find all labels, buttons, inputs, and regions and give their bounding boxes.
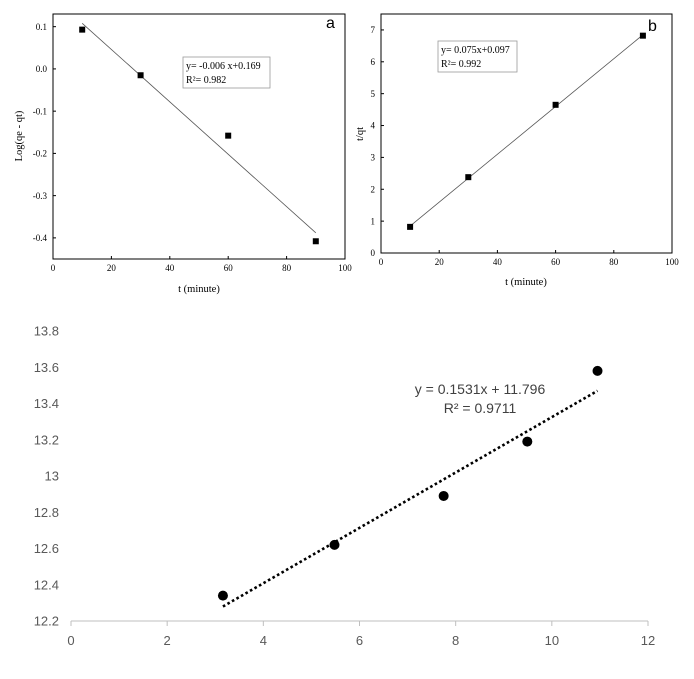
chart-a-trendline-group (81, 22, 317, 234)
chart-a-x-tick-label: 100 (338, 263, 352, 273)
chart-b-y-tick-label: 1 (371, 216, 376, 226)
chart-b-y-tick-label: 5 (371, 89, 376, 99)
chart-c-points (217, 365, 603, 601)
chart-a-point (137, 72, 144, 79)
chart-c-x-tick-label: 12 (641, 633, 655, 648)
chart-c: 12.2 12.4 12.6 12.8 13 13.2 13.4 13.6 13.8 0 2 4 6 8… (34, 324, 656, 648)
chart-b-point (639, 32, 646, 39)
chart-a-y-tick-label: -0.2 (33, 149, 47, 159)
chart-c-x-ticks: 0 2 4 6 8 10 12 (67, 621, 655, 648)
chart-a-x-tick-label: 80 (282, 263, 292, 273)
chart-b-frame (380, 13, 673, 254)
chart-c-y-ticks: 12.2 12.4 12.6 12.8 13 13.2 13.4 13.6 13.8 (34, 324, 59, 629)
chart-a-x-tick-label: 40 (165, 263, 175, 273)
chart-b-y-tick-label: 2 (371, 184, 376, 194)
chart-b-y-tick-label: 0 (371, 248, 376, 258)
chart-b-x-tick-label: 60 (551, 257, 561, 267)
chart-c-y-tick-label: 13.6 (34, 360, 59, 375)
chart-b-point (552, 101, 559, 108)
chart-b-y-tick-label: 6 (371, 57, 376, 67)
chart-a-point (312, 238, 319, 245)
chart-a-r2: R²= 0.982 (186, 75, 226, 86)
chart-b-x-axis-label: t (minute) (505, 277, 547, 288)
chart-a-trendline (81, 22, 317, 234)
chart-a-y-axis-label: Log(qe - qt) (14, 110, 25, 161)
chart-c-x-tick-label: 4 (260, 633, 267, 648)
chart-a-y-tick-label: 0.0 (36, 64, 48, 74)
chart-b-y-tick-label: 3 (371, 153, 376, 163)
chart-a-y-tick-label: 0.1 (36, 22, 47, 32)
chart-b-y-tick-label: 4 (371, 121, 376, 131)
chart-a-points (79, 26, 319, 245)
chart-a-x-tick-label: 0 (51, 263, 56, 273)
chart-b-trendline (409, 34, 644, 227)
chart-c-y-tick-label: 12.4 (34, 577, 59, 592)
chart-a-y-tick-label: -0.4 (33, 233, 48, 243)
chart-c-x-tick-label: 6 (356, 633, 363, 648)
chart-c-y-tick-label: 13 (45, 469, 59, 484)
chart-b-equation-box (437, 40, 518, 73)
chart-b-y-ticks: 0 1 2 3 4 5 6 7 (371, 25, 384, 258)
chart-b-point (465, 174, 472, 181)
chart-c-point (329, 539, 340, 550)
chart-a-equation-box (182, 56, 271, 89)
chart-c-x-tick-label: 10 (545, 633, 559, 648)
chart-c-x-tick-label: 2 (164, 633, 171, 648)
chart-b-panel-label: b (648, 18, 657, 35)
chart-b-points (407, 32, 646, 230)
chart-a-x-tick-label: 60 (224, 263, 234, 273)
chart-a-frame (52, 13, 346, 260)
chart-c-equation: y = 0.1531x + 11.796 (415, 381, 546, 397)
chart-b-r2: R²= 0.992 (441, 59, 481, 70)
chart-b-x-tick-label: 20 (435, 257, 445, 267)
chart-c-y-tick-label: 12.2 (34, 614, 59, 629)
chart-b-point (407, 223, 414, 230)
chart-c-y-tick-label: 12.6 (34, 541, 59, 556)
chart-c-r2: R² = 0.9711 (444, 400, 517, 416)
chart-c-trendline-group (222, 389, 599, 608)
chart-a-x-tick-label: 20 (107, 263, 117, 273)
chart-c-point (592, 365, 603, 376)
chart-b-x-tick-label: 40 (493, 257, 503, 267)
chart-c-point (522, 436, 533, 447)
chart-b-x-tick-label: 80 (609, 257, 619, 267)
chart-b-y-tick-label: 7 (371, 25, 376, 35)
chart-c-point (438, 490, 449, 501)
chart-b-equation: y= 0.075x+0.097 (441, 45, 510, 56)
chart-c-y-tick-label: 12.8 (34, 505, 59, 520)
chart-a: a -0.4 -0.3 -0.2 -0.1 0.0 0.1 0 20 40 60 80 100 t … (14, 13, 352, 295)
chart-a-equation: y= -0.006 x+0.169 (186, 61, 261, 72)
chart-a-x-axis-label: t (minute) (178, 284, 220, 295)
chart-a-x-ticks: 0 20 40 60 80 100 (51, 256, 352, 273)
chart-c-x-tick-label: 0 (67, 633, 74, 648)
chart-b-x-ticks: 0 20 40 60 80 100 (379, 250, 679, 267)
chart-c-point (217, 590, 228, 601)
chart-c-y-tick-label: 13.4 (34, 396, 59, 411)
chart-a-panel-label: a (326, 15, 335, 32)
chart-a-y-tick-label: -0.3 (33, 191, 48, 201)
chart-c-y-tick-label: 13.8 (34, 324, 59, 339)
chart-b-x-tick-label: 0 (379, 257, 384, 267)
chart-c-trendline (222, 389, 599, 608)
chart-a-y-ticks: -0.4 -0.3 -0.2 -0.1 0.0 0.1 (33, 22, 56, 243)
chart-a-point (79, 26, 86, 33)
chart-c-y-tick-label: 13.2 (34, 432, 59, 447)
chart-b-trendline-group (409, 34, 644, 227)
chart-c-x-tick-label: 8 (452, 633, 459, 648)
chart-b-x-tick-label: 100 (665, 257, 679, 267)
chart-a-y-tick-label: -0.1 (33, 106, 47, 116)
chart-b-y-axis-label: t/qt (355, 127, 366, 141)
chart-a-point (225, 132, 232, 139)
